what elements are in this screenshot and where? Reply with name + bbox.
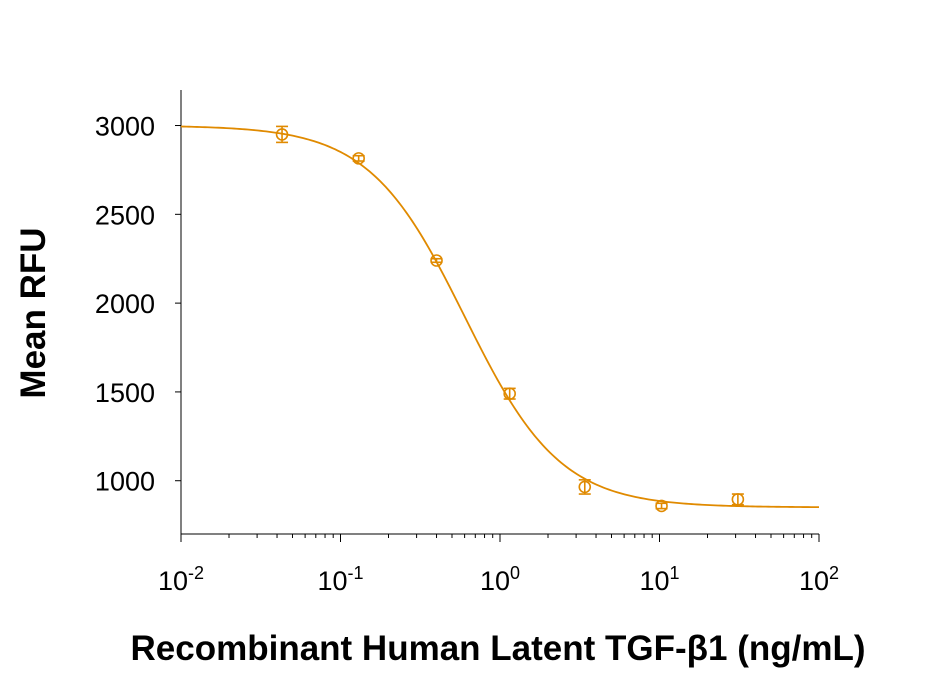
data-point <box>655 499 668 513</box>
x-tick-label: 102 <box>799 563 839 596</box>
data-point-marker <box>275 128 289 141</box>
x-tick-label: 10-2 <box>158 563 204 596</box>
y-tick-label: 1500 <box>95 378 155 408</box>
data-point <box>731 493 745 506</box>
data-points <box>275 125 745 513</box>
data-point-marker <box>430 254 443 267</box>
y-tick-label: 3000 <box>95 112 155 142</box>
data-point <box>275 125 289 144</box>
y-tick-label: 1000 <box>95 467 155 497</box>
x-ticks: 10-2 10-1 100 101 102 <box>158 534 839 596</box>
data-point-marker <box>731 493 745 506</box>
x-minor-ticks <box>228 534 813 538</box>
data-point <box>503 387 516 400</box>
fit-curve <box>180 125 820 509</box>
data-point-marker <box>352 152 365 165</box>
x-axis-title: Recombinant Human Latent TGF-β1 (ng/mL) <box>131 629 866 668</box>
x-tick-label: 101 <box>639 563 679 596</box>
y-axis-title: Mean RFU <box>14 227 53 398</box>
data-point-marker <box>503 387 516 400</box>
y-tick-label: 2000 <box>95 289 155 319</box>
x-tick-label: 10-1 <box>317 563 363 596</box>
x-tick-label: 100 <box>480 563 520 596</box>
data-point <box>352 152 365 165</box>
data-point <box>430 254 443 267</box>
data-point-marker <box>578 480 592 494</box>
data-point <box>578 479 592 495</box>
axes <box>180 90 819 535</box>
data-point-marker <box>655 499 668 513</box>
y-ticks: 1000 1500 2000 2500 3000 <box>95 112 181 497</box>
y-tick-label: 2500 <box>95 200 155 230</box>
